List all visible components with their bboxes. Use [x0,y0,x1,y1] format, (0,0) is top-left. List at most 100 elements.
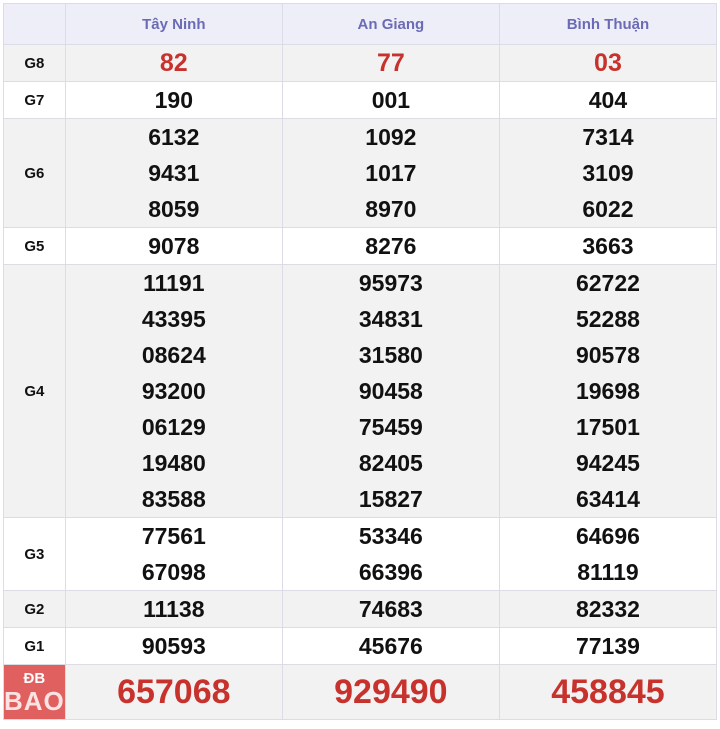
prize-number: 404 [588,87,628,113]
prize-number: 82405 [358,450,423,476]
prize-number: 34831 [358,306,423,332]
prize-cell: 11191 43395 08624 93200 06129 19480 83588 [64,264,283,518]
prize-number: 9431 [148,160,200,186]
prize-cell: 1092 1017 8970 [281,118,500,228]
prize-number: 1017 [365,160,417,186]
prize-cell: 53346 66396 [281,517,500,591]
corner-cell [3,3,66,45]
prize-cell: 8276 [281,227,500,265]
prize-number: 52288 [575,306,640,332]
prize-row-g2: G2 11138 74683 82332 [3,590,718,628]
prize-label-text: G3 [24,545,45,563]
prize-cell: 90593 [64,627,283,665]
prize-label: ĐB BAO [3,664,66,720]
prize-number: 11138 [143,596,205,622]
prize-number: 6132 [148,124,200,150]
prize-number: 6022 [582,196,634,222]
prize-cell: 77561 67098 [64,517,283,591]
prize-number: 458845 [551,673,665,711]
prize-label-text: G6 [24,164,45,182]
prize-label-text: G4 [24,382,45,400]
prize-number: 1092 [365,124,417,150]
prize-number: 190 [154,87,193,113]
prize-number: 3109 [582,160,634,186]
prize-number: 90458 [358,378,423,404]
prize-number: 7314 [582,124,634,150]
prize-number: 74683 [358,596,423,622]
prize-label: G8 [3,44,66,82]
prize-number: 06129 [141,414,206,440]
prize-label-text: G2 [24,600,45,618]
prize-cell: 45676 [281,627,500,665]
prize-number: 11191 [143,270,205,296]
prize-number: 62722 [575,270,640,296]
prize-row-g1: G1 90593 45676 77139 [3,627,718,665]
prize-number: 82 [159,49,188,77]
header-row: Tây Ninh An Giang Bình Thuận [3,3,718,45]
prize-row-g6: G6 6132 9431 8059 1092 1017 8970 7314 3109 6022 [3,118,718,228]
prize-label-text: G7 [24,91,45,109]
prize-number: 43395 [141,306,206,332]
prize-number: 53346 [358,523,423,549]
watermark-logo: BAO [4,685,65,716]
prize-number: 83588 [141,486,206,512]
prize-label: G7 [3,81,66,119]
prize-number: 45676 [358,633,423,659]
results-body: G8 82 77 03 G7 190 001 404 G6 6132 9431 8059 1092 101… [3,44,718,720]
prize-number: 15827 [358,486,423,512]
prize-cell: 929490 [281,664,500,720]
prize-number: 75459 [358,414,423,440]
prize-cell: 64696 81119 [498,517,718,591]
prize-cell: 77 [281,44,500,82]
prize-label-text: G5 [24,237,45,255]
prize-number: 03 [594,49,622,77]
prize-number: 93200 [141,378,206,404]
prize-number: 08624 [141,342,206,368]
prize-cell: 62722 52288 90578 19698 17501 94245 63414 [498,264,718,518]
prize-number: 17501 [575,414,640,440]
prize-cell: 82 [64,44,283,82]
prize-number: 66396 [358,559,423,585]
prize-cell: 6132 9431 8059 [64,118,283,228]
prize-number: 19698 [575,378,640,404]
prize-number: 90578 [575,342,640,368]
prize-number: 31580 [358,342,423,368]
prize-cell: 458845 [498,664,718,720]
prize-cell: 657068 [64,664,283,720]
prize-row-g7: G7 190 001 404 [3,81,718,119]
prize-number: 8059 [148,196,200,222]
province-header: Bình Thuận [498,3,718,45]
prize-row-g4: G4 11191 43395 08624 93200 06129 19480 83588 959… [3,264,718,518]
prize-row-g5: G5 9078 8276 3663 [3,227,718,265]
lottery-results-table: Tây Ninh An Giang Bình Thuận G8 82 77 03 G7 1… [3,3,718,720]
prize-label-text: ĐB [23,669,46,687]
prize-label-text: G8 [24,54,45,72]
prize-cell: 9078 [64,227,283,265]
prize-cell: 77139 [498,627,718,665]
prize-cell: 001 [281,81,500,119]
prize-number: 19480 [141,450,206,476]
prize-number: 001 [371,87,411,113]
prize-cell: 404 [498,81,718,119]
prize-number: 82332 [575,596,640,622]
prize-number: 8276 [365,233,417,259]
prize-cell: 82332 [498,590,718,628]
prize-label: G1 [3,627,66,665]
prize-label: G5 [3,227,66,265]
prize-cell: 74683 [281,590,500,628]
prize-cell: 95973 34831 31580 90458 75459 82405 15827 [281,264,500,518]
prize-label: G3 [3,517,66,591]
prize-cell: 7314 3109 6022 [498,118,718,228]
prize-number: 81119 [577,559,639,585]
prize-number: 90593 [141,633,206,659]
province-header: Tây Ninh [64,3,283,45]
prize-label-text: G1 [24,637,45,655]
prize-number: 95973 [358,270,423,296]
province-header: An Giang [281,3,500,45]
prize-number: 77139 [575,633,640,659]
prize-number: 77 [376,49,405,77]
prize-number: 929490 [334,673,448,711]
prize-cell: 190 [64,81,283,119]
prize-number: 94245 [575,450,640,476]
prize-row-g8: G8 82 77 03 [3,44,718,82]
